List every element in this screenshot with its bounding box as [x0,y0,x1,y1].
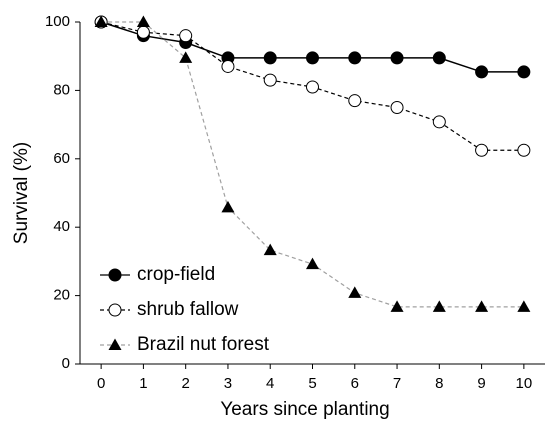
legend-label: Brazil nut forest [137,334,270,355]
x-tick-label: 9 [477,375,485,392]
data-point [263,73,277,87]
legend-marker [108,268,122,282]
data-point [432,51,446,65]
legend-marker [108,303,122,317]
legend-label: shrub fallow [137,299,239,320]
y-tick-label: 60 [53,150,70,167]
y-tick-label: 20 [53,287,70,304]
data-point [432,115,446,129]
data-point [348,94,362,108]
x-axis-label: Years since planting [220,399,389,420]
series-line [100,21,524,73]
data-point [221,59,235,73]
x-tick-label: 2 [182,375,190,392]
data-point [517,300,531,312]
x-tick-label: 3 [224,375,232,392]
x-tick-label: 7 [393,375,401,392]
data-point [475,300,489,312]
data-point [475,143,489,157]
x-tick-label: 6 [351,375,359,392]
y-axis-label: Survival (%) [11,142,32,244]
data-point [179,29,193,43]
x-tick-label: 0 [97,375,105,392]
data-point [306,80,319,94]
x-tick-label: 4 [266,375,274,392]
data-point [136,15,150,27]
data-point [348,286,362,298]
y-tick-label: 80 [53,81,70,98]
data-point [390,300,404,312]
data-point [263,243,277,256]
data-point [390,51,404,65]
data-point [263,51,277,65]
legend-label: crop-field [137,264,215,285]
data-point [348,51,362,65]
data-point [94,15,108,27]
data-point [179,51,193,63]
data-point [136,25,150,39]
y-tick-label: 40 [53,218,70,235]
data-point [306,257,319,270]
y-tick-label: 0 [62,355,70,372]
x-tick-label: 1 [139,375,147,392]
data-point [390,101,404,114]
data-point [517,65,531,79]
x-tick-label: 8 [435,375,443,392]
data-point [221,200,235,213]
data-point [306,51,319,65]
data-point [475,65,489,79]
x-tick-label: 5 [308,375,316,392]
y-tick-label: 100 [45,13,70,30]
legend-marker [108,338,122,350]
data-point [517,143,531,157]
data-point [432,300,446,312]
x-tick-label: 10 [516,375,533,392]
